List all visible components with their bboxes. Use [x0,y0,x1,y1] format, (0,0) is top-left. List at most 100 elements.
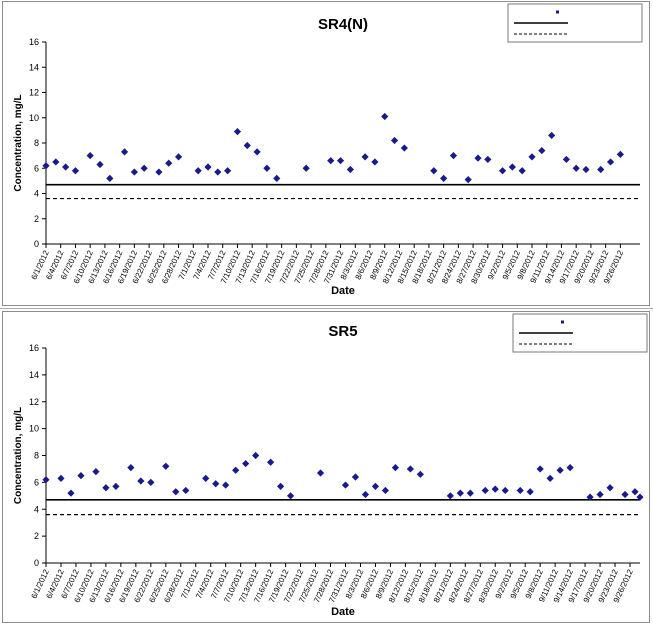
data-point [77,472,85,480]
data-point [631,488,639,496]
data-point [57,474,65,482]
data-point [92,468,100,476]
y-tick-label: 10 [29,424,39,434]
y-tick-label: 0 [34,558,39,568]
data-point [636,493,644,501]
y-tick-label: 16 [29,343,39,353]
data-point [548,131,556,140]
data-point [371,482,380,491]
data-point [62,163,70,171]
x-axis-label: Date [331,285,355,297]
y-tick-label: 16 [29,37,39,47]
data-point [86,152,94,160]
data-point [361,153,369,161]
data-point [202,474,210,482]
data-point [155,168,163,176]
data-point [147,478,155,486]
data-point [546,474,554,482]
data-point [233,128,242,136]
data-point [212,480,220,488]
y-axis-label: Concentration, mg/L [13,407,24,504]
data-point [371,158,379,166]
data-point [361,490,370,499]
y-tick-label: 6 [34,163,39,173]
data-point [194,167,202,175]
data-point [481,486,489,495]
y-tick-label: 4 [34,504,39,514]
data-point [182,486,190,495]
y-tick-label: 12 [29,88,39,98]
data-point [449,152,458,160]
data-point [243,141,251,150]
data-point [501,486,509,495]
chart-panel-sr5: SR5 0 2 4 6 8 10 12 14 16 Concentration, mg/L 6/1/2… [2,311,650,623]
data-point [596,490,604,499]
y-tick-label: 4 [34,189,39,199]
data-point [165,159,173,167]
data-point [273,174,281,182]
data-point [484,155,492,164]
data-point [538,146,546,155]
chart-panel-sr4n: SR4(N) 0 2 4 6 8 10 12 14 16 Concentration, mg/L 6/… [2,1,650,306]
data-point [327,157,335,165]
data-point [102,484,110,492]
data-point [391,463,400,472]
data-point [536,465,544,473]
data-point [67,489,75,497]
y-tick-label: 2 [34,531,39,541]
data-point [456,489,464,497]
data-point [214,168,222,176]
data-point [406,465,414,473]
data-point [440,174,448,182]
data-point [42,476,50,484]
y-tick-label: 12 [29,397,39,407]
data-point [498,167,507,175]
data-point [518,167,526,175]
data-point [253,148,261,156]
data-point [232,466,240,474]
data-point [346,165,354,174]
data-point [336,157,345,165]
data-point [616,150,624,158]
data-point [204,163,212,171]
data-point [267,458,275,466]
x-axis-label: Date [331,606,355,618]
data-point [127,463,135,472]
chart-title: SR4(N) [318,16,368,33]
data-point [162,462,170,470]
data-point [430,167,438,175]
data-point [474,154,482,162]
panel-separator [0,308,653,309]
data-point [71,167,80,175]
data-point [400,144,408,152]
y-tick-label: 14 [29,62,39,72]
y-tick-label: 0 [34,239,39,249]
data-point [302,164,310,172]
data-point [277,482,285,491]
data-point [242,459,250,468]
y-tick-label: 10 [29,113,39,123]
data-point [140,164,148,172]
data-point [316,469,325,477]
legend-marker [556,10,559,14]
data-point [252,451,260,460]
data-point [446,492,454,500]
data-point [621,490,629,499]
data-point [52,158,60,166]
data-point [528,153,536,161]
data-point [491,485,499,493]
data-point [341,481,350,489]
data-point [566,463,574,472]
data-point [42,162,50,170]
data-point [606,484,614,492]
data-point [582,165,590,174]
data-point [172,488,180,496]
data-point [416,470,424,478]
data-point [351,473,360,481]
data-point [572,164,580,172]
y-tick-label: 8 [34,451,39,461]
data-point [390,136,399,145]
data-point [224,167,232,175]
data-point [526,488,534,496]
